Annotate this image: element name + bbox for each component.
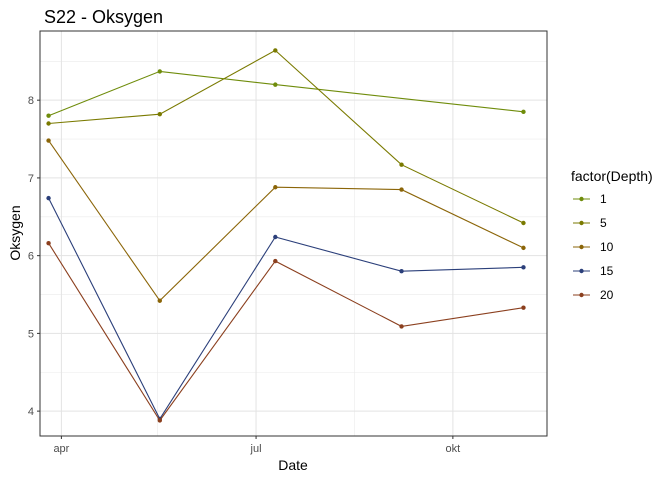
data-point — [399, 269, 404, 274]
series-depth-1 — [46, 69, 526, 118]
legend-key-point — [579, 292, 584, 298]
legend-label: 10 — [600, 240, 614, 254]
x-tick-label: apr — [53, 443, 69, 455]
data-point — [521, 265, 526, 270]
legend-item-1: 1 — [573, 192, 607, 206]
legend-key-point — [579, 220, 584, 226]
legend-item-15: 15 — [573, 264, 614, 278]
y-tick-label: 4 — [28, 406, 34, 418]
data-point — [46, 113, 51, 118]
series-depth-15 — [46, 195, 526, 422]
plot-panel — [39, 30, 548, 437]
data-point — [273, 82, 278, 87]
data-point — [157, 298, 162, 303]
series-line-1 — [48, 70, 524, 117]
data-point — [273, 185, 278, 190]
data-point — [46, 121, 51, 126]
y-axis-title: Oksygen — [7, 205, 23, 260]
data-point — [521, 109, 526, 115]
legend-item-20: 20 — [573, 288, 614, 302]
series-depth-20 — [46, 241, 526, 423]
y-tick-label: 8 — [28, 95, 34, 107]
data-point — [399, 324, 404, 329]
data-point — [521, 220, 526, 226]
x-axis-title: Date — [278, 457, 308, 473]
data-point — [157, 418, 162, 423]
panel-border — [39, 30, 548, 437]
data-point — [399, 187, 404, 192]
minor-gridlines — [40, 31, 547, 436]
legend-label: 15 — [600, 264, 614, 278]
series-layer — [46, 48, 526, 423]
legend-label: 20 — [600, 288, 614, 302]
chart-title: S22 - Oksygen — [44, 7, 163, 27]
y-tick-label: 5 — [28, 328, 34, 340]
legend-label: 1 — [600, 192, 607, 206]
data-point — [273, 48, 278, 53]
data-point — [273, 258, 278, 264]
data-point — [521, 305, 526, 310]
data-point — [157, 69, 162, 74]
legend-title: factor(Depth) — [571, 168, 653, 184]
legend-label: 5 — [600, 216, 607, 230]
data-point — [46, 195, 51, 201]
x-tick-label: okt — [446, 443, 461, 455]
y-axis: 4 5 6 7 8 — [28, 95, 40, 418]
legend-item-10: 10 — [573, 240, 614, 254]
legend-key-point — [579, 244, 584, 250]
legend-key-point — [579, 268, 584, 274]
data-point — [157, 111, 162, 117]
legend-key-point — [579, 196, 584, 202]
data-point — [46, 241, 51, 246]
y-tick-label: 6 — [28, 251, 34, 263]
series-depth-5 — [46, 48, 526, 226]
data-point — [273, 234, 278, 240]
series-depth-10 — [46, 138, 526, 303]
major-gridlines — [40, 31, 547, 436]
data-point — [399, 162, 404, 167]
legend-item-5: 5 — [573, 216, 607, 230]
data-point — [521, 245, 526, 251]
data-point — [46, 138, 51, 143]
x-tick-label: jul — [250, 443, 262, 455]
y-tick-label: 7 — [28, 173, 34, 185]
x-axis: apr jul okt — [53, 436, 460, 455]
